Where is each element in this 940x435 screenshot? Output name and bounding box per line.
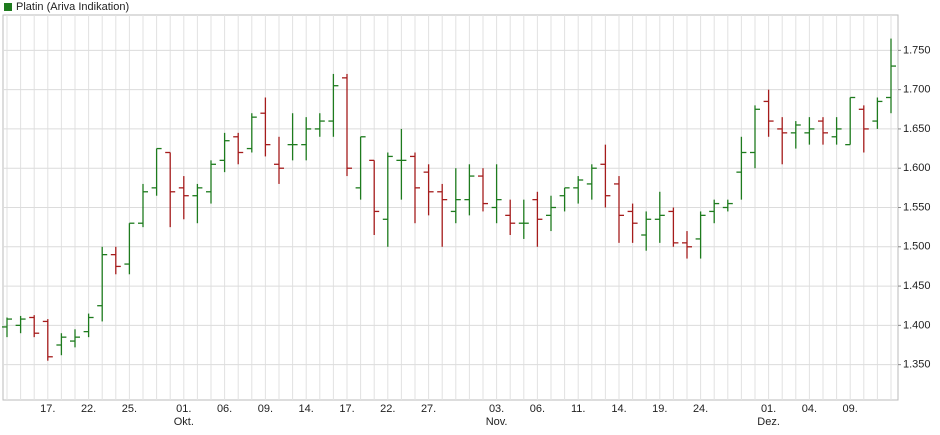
x-tick-label: 06. (530, 403, 545, 415)
x-tick-label: 04. (802, 403, 817, 415)
y-tick-label: 1.450 (903, 280, 931, 292)
x-tick-label: 14. (611, 403, 626, 415)
y-tick-label: 1.600 (903, 162, 931, 174)
x-tick-label: 09. (258, 403, 273, 415)
x-tick-label: 01. Okt. (174, 403, 194, 428)
x-tick-label: 25. (122, 403, 137, 415)
x-tick-label: 06. (217, 403, 232, 415)
y-tick-label: 1.700 (903, 84, 931, 96)
x-tick-label: 22. (81, 403, 96, 415)
x-tick-label: 01. Dez. (757, 403, 780, 428)
x-tick-label: 17. (40, 403, 55, 415)
x-tick-label: 14. (299, 403, 314, 415)
y-tick-label: 1.750 (903, 44, 931, 56)
x-tick-label: 19. (652, 403, 667, 415)
x-tick-label: 27. (421, 403, 436, 415)
x-tick-label: 03. Nov. (486, 403, 508, 428)
x-tick-label: 17. (339, 403, 354, 415)
y-tick-label: 1.500 (903, 241, 931, 253)
x-tick-label: 11. (571, 403, 585, 415)
y-tick-label: 1.550 (903, 201, 931, 213)
x-tick-label: 09. (843, 403, 858, 415)
y-tick-label: 1.350 (903, 359, 931, 371)
legend-label: Platin (Ariva Indikation) (16, 1, 129, 13)
y-tick-label: 1.400 (903, 319, 931, 331)
x-tick-label: 24. (693, 403, 708, 415)
legend-swatch (4, 3, 12, 11)
y-tick-label: 1.650 (903, 123, 931, 135)
x-tick-label: 22. (380, 403, 395, 415)
